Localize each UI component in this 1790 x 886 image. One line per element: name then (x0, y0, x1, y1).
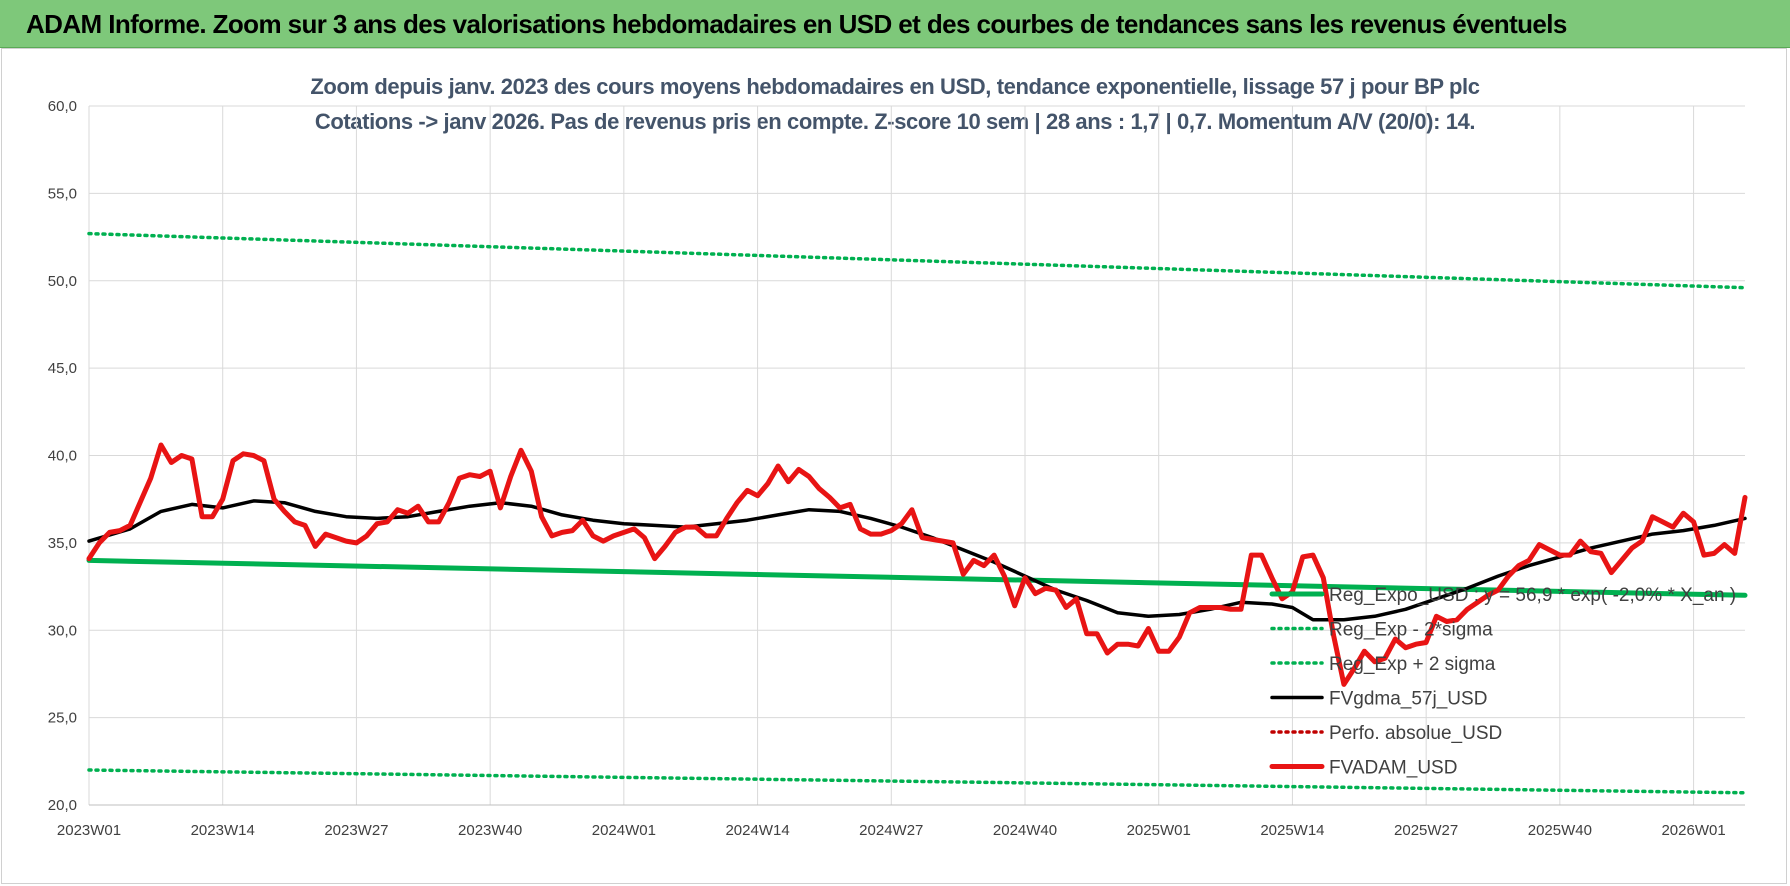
x-axis: 2023W01 2023W14 2023W27 2023W40 2024W01 2024W… (57, 804, 1745, 839)
y-tick-label: 60,0 (48, 98, 77, 115)
legend-label: Reg_Exp - 2*sigma (1329, 620, 1493, 641)
legend-label: Reg_Exp + 2 sigma (1329, 654, 1496, 675)
legend-label: Reg_Expo_USD : y = 56,9 * exp( -2,0% * X… (1329, 585, 1736, 606)
x-tick-label: 2023W14 (191, 822, 255, 839)
x-tick-label: 2024W14 (725, 822, 789, 839)
x-tick-label: 2026W01 (1661, 822, 1725, 839)
y-axis: 20,0 25,0 30,0 35,0 40,0 45,0 50,0 55,0 60,0 (48, 98, 77, 814)
chart-frame (1, 48, 1787, 884)
y-tick-label: 55,0 (48, 185, 77, 202)
series-line-2 (87, 231, 1747, 290)
x-tick-label: 2025W01 (1127, 822, 1191, 839)
series-line-1 (87, 768, 1747, 795)
legend-label: Perfo. absolue_USD (1329, 723, 1502, 744)
series-line-5 (86, 442, 1748, 687)
x-tick-label: 2025W40 (1528, 822, 1592, 839)
page-title: ADAM Informe. Zoom sur 3 ans des valoris… (26, 9, 1567, 39)
legend-label: FVADAM_USD (1329, 758, 1457, 779)
plot-area (86, 231, 1748, 795)
y-tick-label: 35,0 (48, 535, 77, 552)
x-tick-label: 2024W01 (592, 822, 656, 839)
y-tick-label: 30,0 (48, 622, 77, 639)
y-tick-label: 40,0 (48, 448, 77, 465)
y-tick-label: 50,0 (48, 273, 77, 290)
grid (88, 105, 1745, 806)
page-header: ADAM Informe. Zoom sur 3 ans des valoris… (0, 0, 1790, 48)
legend-label: FVgdma_57j_USD (1329, 689, 1487, 710)
x-tick-label: 2025W14 (1260, 822, 1324, 839)
y-tick-label: 25,0 (48, 710, 77, 727)
x-tick-label: 2024W27 (859, 822, 923, 839)
legend: Reg_Expo_USD : y = 56,9 * exp( -2,0% * X… (1269, 585, 1736, 779)
x-tick-label: 2025W27 (1394, 822, 1458, 839)
x-tick-label: 2023W40 (458, 822, 522, 839)
y-tick-label: 20,0 (48, 797, 77, 814)
y-tick-label: 45,0 (48, 360, 77, 377)
x-tick-label: 2023W01 (57, 822, 121, 839)
x-tick-label: 2023W27 (324, 822, 388, 839)
chart-title-line-1: Zoom depuis janv. 2023 des cours moyens … (310, 74, 1479, 99)
x-tick-label: 2024W40 (993, 822, 1057, 839)
chart-title-line-2: Cotations -> janv 2026. Pas de revenus p… (315, 109, 1475, 134)
